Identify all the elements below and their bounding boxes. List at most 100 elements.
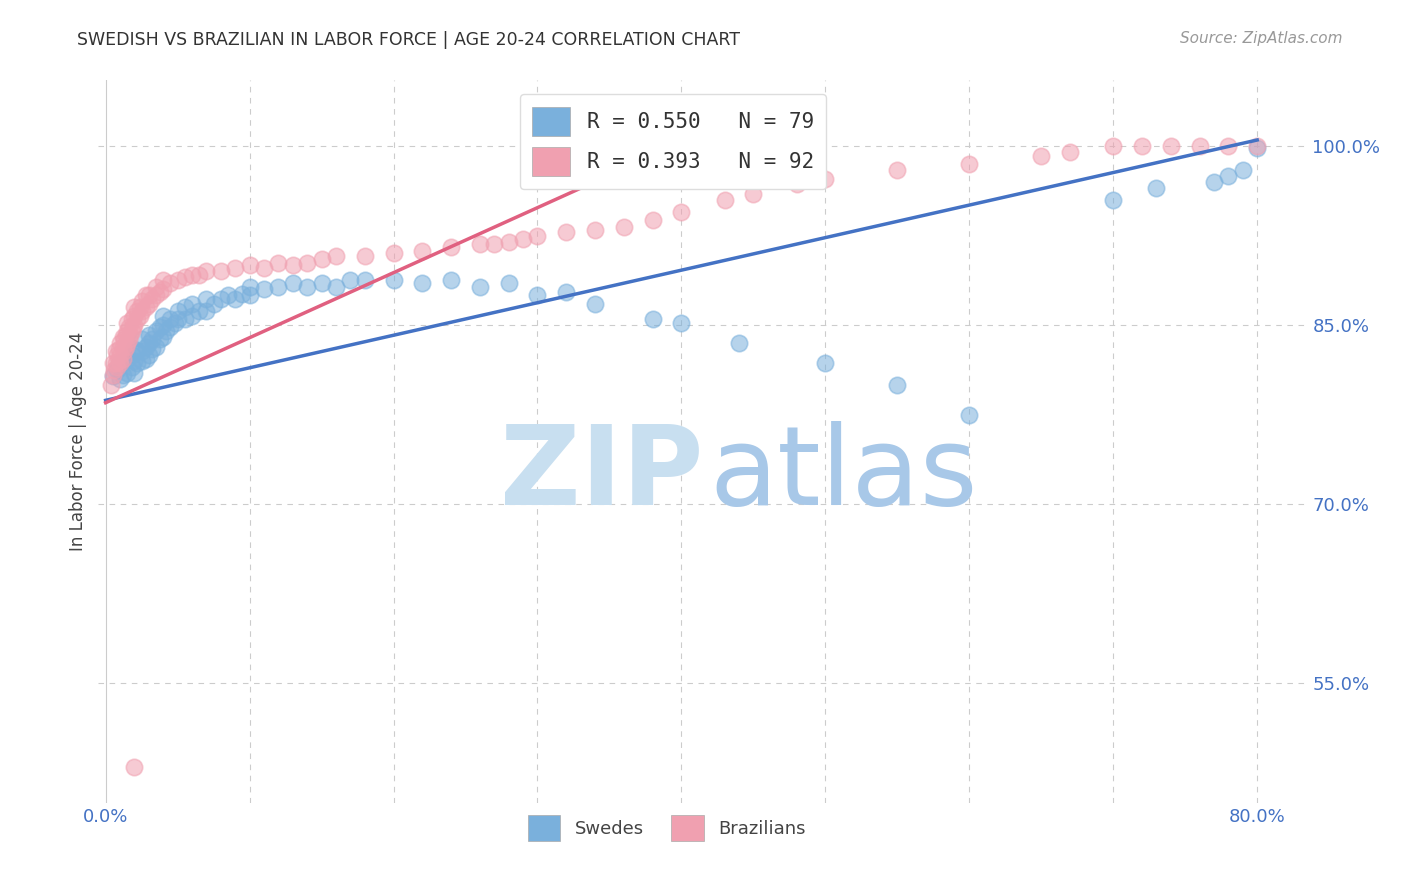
- Point: [468, 236, 491, 251]
- Point: [135, 351, 157, 366]
- Point: [115, 316, 138, 330]
- Point: [555, 285, 578, 299]
- Point: [145, 280, 167, 294]
- Point: [742, 186, 765, 201]
- Point: [353, 273, 375, 287]
- Point: [112, 333, 135, 347]
- Point: [957, 157, 980, 171]
- Point: [886, 162, 908, 177]
- Point: [124, 342, 146, 356]
- Point: [145, 340, 167, 354]
- Point: [124, 354, 146, 368]
- Point: [124, 760, 146, 774]
- Point: [124, 300, 146, 314]
- Point: [224, 260, 246, 275]
- Point: [440, 273, 463, 287]
- Point: [239, 288, 262, 302]
- Point: [135, 288, 157, 302]
- Point: [152, 318, 174, 332]
- Point: [149, 333, 172, 347]
- Point: [209, 264, 232, 278]
- Point: [1130, 139, 1153, 153]
- Y-axis label: In Labor Force | Age 20-24: In Labor Force | Age 20-24: [69, 332, 87, 551]
- Point: [138, 327, 160, 342]
- Point: [217, 288, 239, 302]
- Point: [325, 249, 347, 263]
- Point: [267, 256, 290, 270]
- Point: [115, 324, 138, 338]
- Point: [135, 340, 157, 354]
- Point: [138, 296, 160, 310]
- Point: [159, 277, 181, 291]
- Point: [118, 320, 141, 334]
- Point: [1232, 162, 1254, 177]
- Point: [152, 282, 174, 296]
- Point: [728, 336, 751, 351]
- Point: [1144, 180, 1167, 194]
- Point: [141, 292, 163, 306]
- Point: [173, 300, 195, 314]
- Point: [671, 204, 693, 219]
- Point: [108, 356, 131, 370]
- Point: [138, 288, 160, 302]
- Point: [1218, 169, 1240, 183]
- Point: [281, 277, 304, 291]
- Point: [886, 377, 908, 392]
- Point: [152, 273, 174, 287]
- Point: [114, 340, 136, 354]
- Point: [1160, 139, 1182, 153]
- Point: [181, 268, 204, 282]
- Point: [131, 294, 153, 309]
- Point: [111, 330, 134, 344]
- Text: SWEDISH VS BRAZILIAN IN LABOR FORCE | AGE 20-24 CORRELATION CHART: SWEDISH VS BRAZILIAN IN LABOR FORCE | AG…: [77, 31, 741, 49]
- Point: [138, 348, 160, 362]
- Point: [195, 292, 218, 306]
- Point: [121, 359, 143, 374]
- Point: [411, 244, 433, 258]
- Point: [814, 172, 837, 186]
- Point: [173, 312, 195, 326]
- Point: [1218, 139, 1240, 153]
- Point: [671, 316, 693, 330]
- Point: [152, 309, 174, 323]
- Point: [188, 303, 211, 318]
- Point: [1188, 139, 1211, 153]
- Point: [122, 320, 145, 334]
- Point: [555, 225, 578, 239]
- Point: [129, 309, 152, 323]
- Point: [115, 351, 138, 366]
- Point: [786, 177, 808, 191]
- Point: [1059, 145, 1081, 159]
- Point: [814, 356, 837, 370]
- Point: [239, 280, 262, 294]
- Point: [124, 309, 146, 323]
- Point: [163, 316, 186, 330]
- Point: [325, 280, 347, 294]
- Point: [253, 260, 276, 275]
- Point: [127, 344, 149, 359]
- Point: [112, 344, 135, 359]
- Point: [713, 193, 735, 207]
- Legend: Swedes, Brazilians: Swedes, Brazilians: [520, 808, 813, 848]
- Point: [1202, 175, 1225, 189]
- Point: [173, 270, 195, 285]
- Point: [104, 356, 127, 370]
- Point: [121, 312, 143, 326]
- Point: [159, 320, 181, 334]
- Point: [115, 366, 138, 380]
- Point: [111, 351, 134, 366]
- Point: [115, 336, 138, 351]
- Point: [100, 377, 122, 392]
- Point: [1102, 139, 1125, 153]
- Point: [239, 259, 262, 273]
- Point: [339, 273, 361, 287]
- Point: [127, 303, 149, 318]
- Point: [127, 312, 149, 326]
- Point: [166, 273, 188, 287]
- Point: [141, 342, 163, 356]
- Point: [166, 312, 188, 326]
- Point: [188, 268, 211, 282]
- Point: [149, 285, 172, 299]
- Point: [641, 312, 664, 326]
- Point: [131, 354, 153, 368]
